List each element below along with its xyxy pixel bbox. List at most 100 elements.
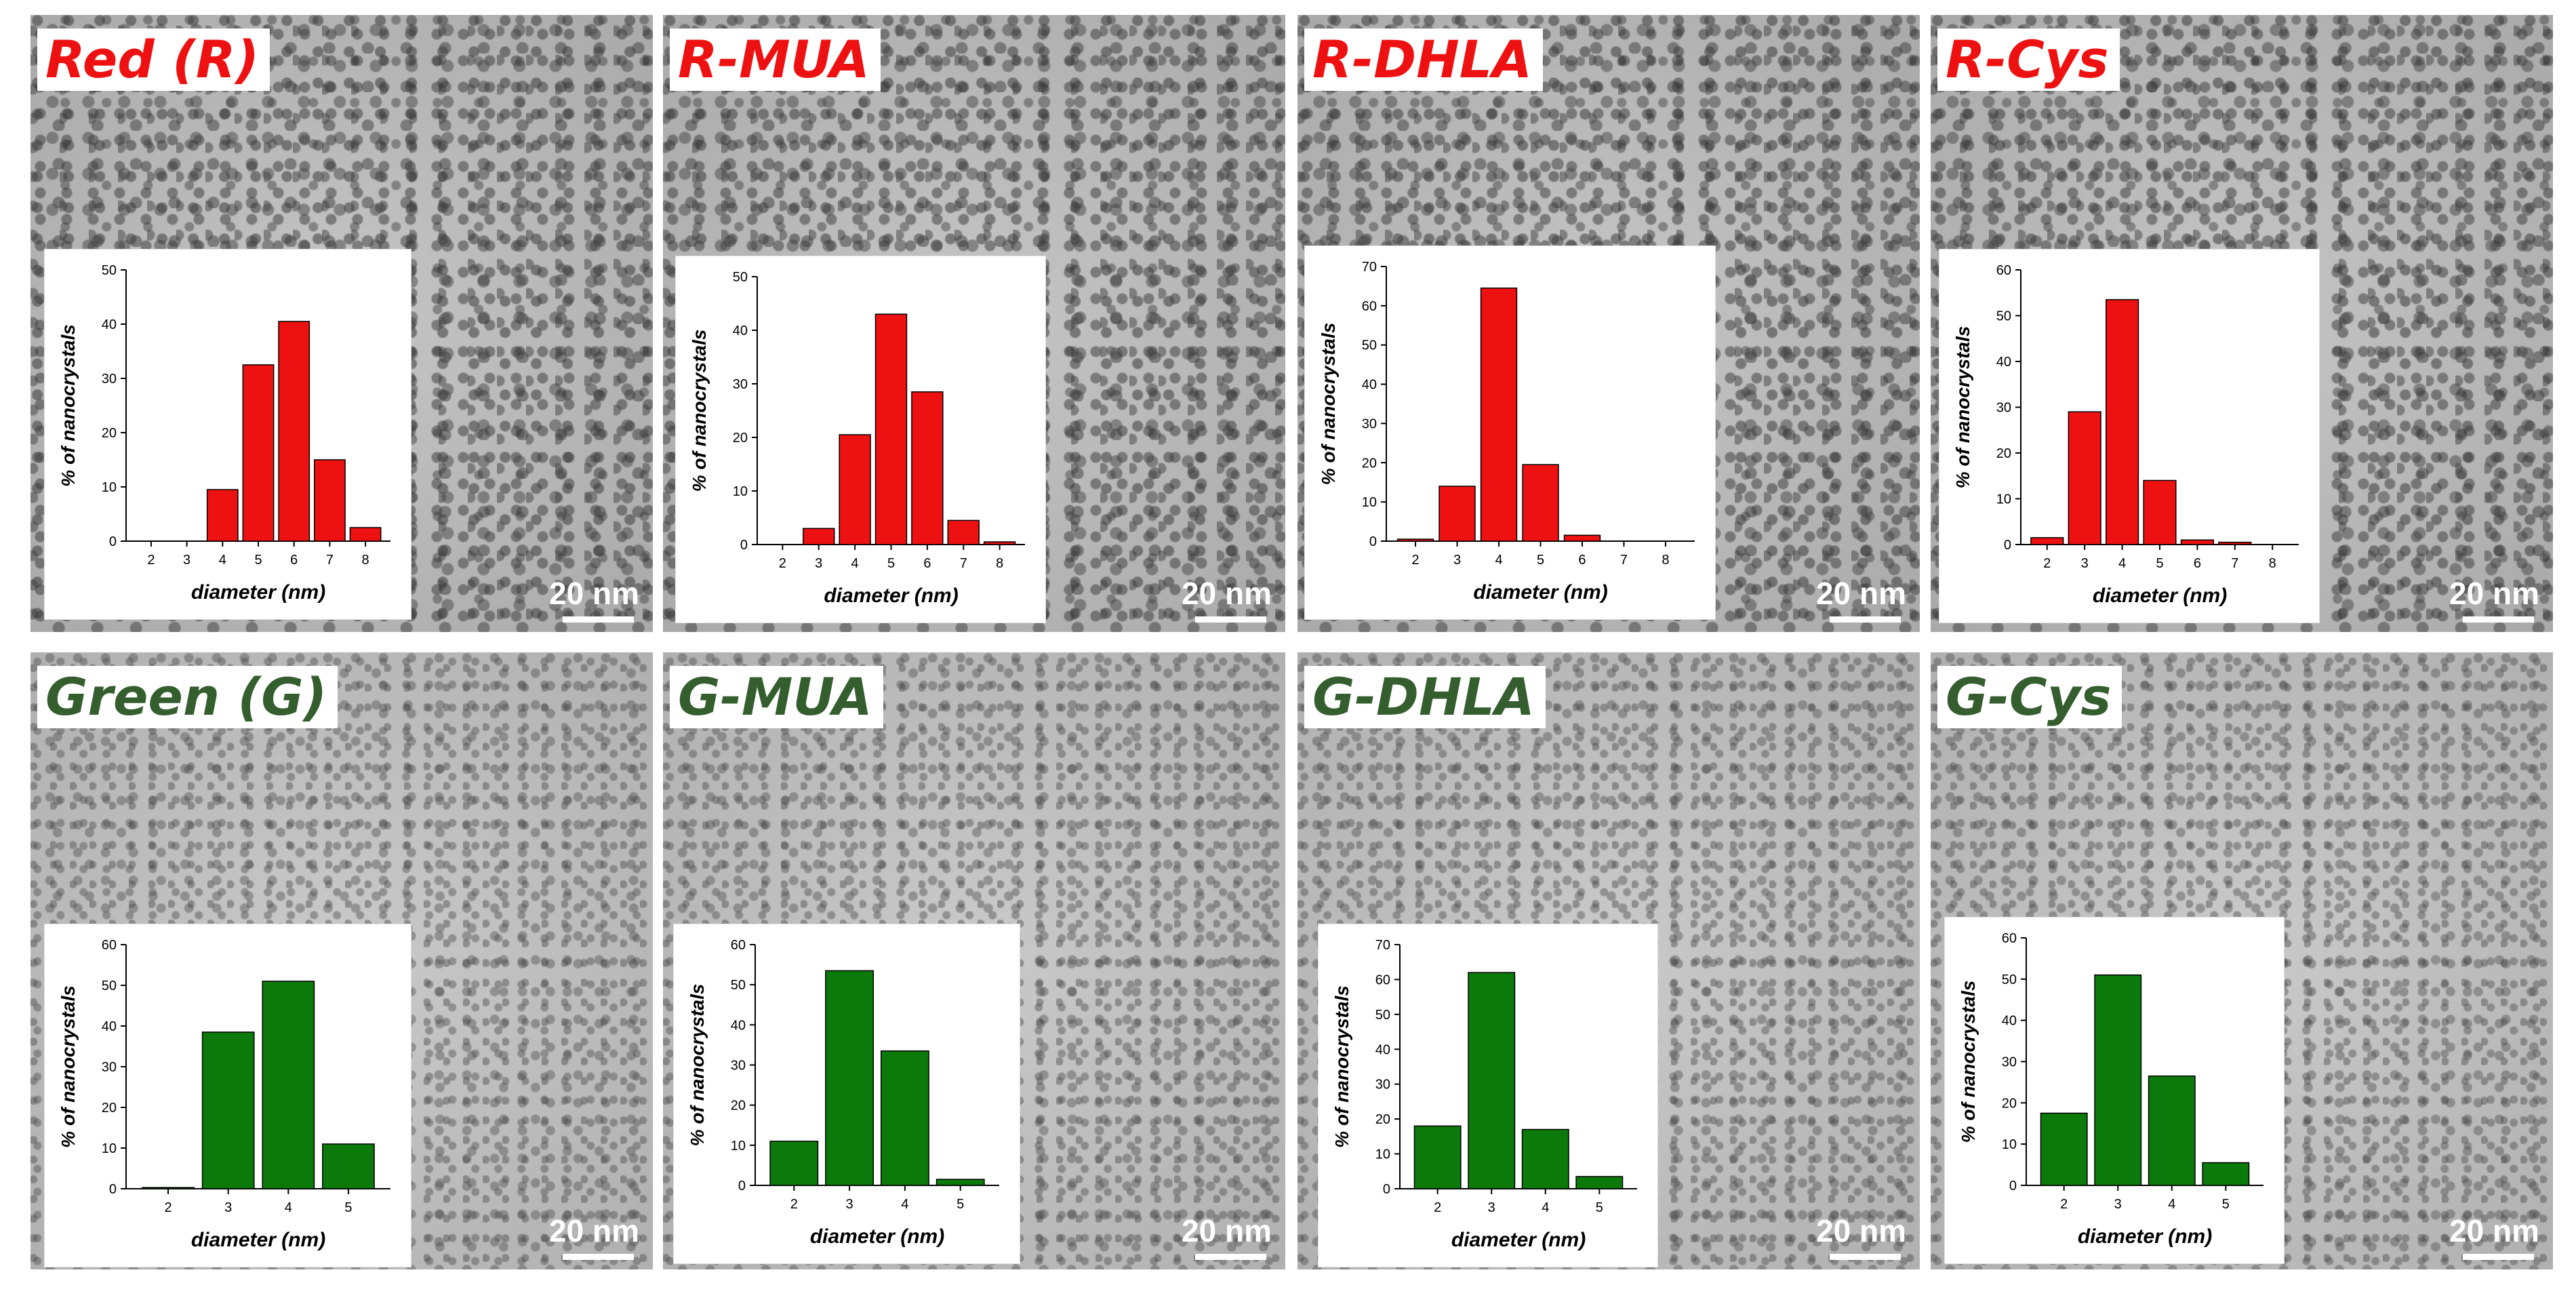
scale-bar [1195,616,1266,623]
y-tick-label: 10 [2002,1137,2017,1152]
y-tick-label: 10 [733,484,748,499]
histogram-chart: 0 10 20 30 40 50 60 2 3 4 5 diameter (nm) % of nanoc… [687,938,999,1248]
bar [2143,479,2177,545]
bar [206,489,239,542]
y-axis-label: % of nanocrystals [1952,326,1973,489]
bar [1521,1128,1569,1189]
panel-label: Red (R) [45,29,260,90]
y-axis-label: % of nanocrystals [1318,323,1339,486]
x-tick-label: 4 [285,1200,292,1215]
scale-bar-label: 20 nm [1182,1213,1272,1248]
y-tick-label: 70 [1362,260,1377,275]
y-tick-label: 0 [1383,1182,1390,1197]
y-tick-label: 10 [102,480,117,495]
histogram-chart: 0 10 20 30 40 50 60 70 2 3 4 5 6 7 8 diameter (nm) % of … [1318,260,1695,604]
bar [1575,1176,1624,1189]
scale-bar [563,1254,634,1260]
bar [349,527,382,542]
y-tick-label: 20 [1375,1112,1390,1127]
histogram-inset: 0 10 20 30 40 50 2 3 4 5 6 7 8 diameter (nm) % of nano… [675,256,1046,623]
bar [935,1179,985,1186]
histogram-inset: 0 10 20 30 40 50 2 3 4 5 6 7 8 diameter (nm) % of nano… [44,249,411,620]
x-tick-label: 4 [901,1197,908,1212]
bar [2030,537,2064,545]
histogram-chart: 0 10 20 30 40 50 60 2 3 4 5 diameter (nm) % of nanoc… [58,938,390,1251]
y-tick-label: 60 [2002,931,2017,946]
y-tick-label: 30 [102,372,117,387]
x-axis-label: diameter (nm) [810,1225,944,1248]
y-tick-label: 30 [2002,1055,2017,1070]
x-tick-label: 2 [164,1200,172,1215]
bar [880,1050,929,1186]
scale-bar [1195,1254,1266,1260]
x-tick-label: 5 [344,1200,352,1215]
tem-panel: R-Cys 0 10 20 30 40 50 60 2 3 4 5 6 7 8 diameter (nm) % … [1931,15,2553,632]
bar [803,528,835,545]
scale-bar-label: 20 nm [1816,576,1906,611]
x-tick-label: 2 [779,556,786,571]
tem-panel: G-Cys 0 10 20 30 40 50 60 2 3 4 5 diameter (nm) % of … [1931,652,2553,1269]
x-tick-label: 2 [147,553,155,568]
x-axis-label: diameter (nm) [1451,1229,1586,1251]
y-tick-label: 30 [102,1060,117,1075]
y-tick-label: 10 [731,1139,746,1153]
histogram-inset: 0 10 20 30 40 50 60 70 2 3 4 5 6 7 8 diameter (nm) % of … [1304,245,1716,620]
x-axis-label: diameter (nm) [2078,1225,2212,1248]
bar [769,1141,819,1186]
y-tick-label: 50 [2002,972,2017,987]
x-tick-label: 5 [1537,553,1544,568]
x-tick-label: 8 [362,553,369,568]
bar [1563,534,1601,542]
bar [2148,1076,2196,1186]
x-axis-label: diameter (nm) [191,1229,325,1251]
x-tick-label: 6 [2194,556,2201,571]
bar [2202,1162,2250,1186]
y-tick-label: 20 [102,426,117,441]
y-tick-label: 0 [2004,538,2011,553]
y-tick-label: 50 [733,270,748,285]
y-tick-label: 10 [1362,495,1377,510]
panel-label-box: R-Cys [1937,28,2120,91]
tem-panel: Red (R) 0 10 20 30 40 50 2 3 4 5 6 7 8 diameter (nm) % … [31,15,653,632]
tem-panel: G-MUA 0 10 20 30 40 50 60 2 3 4 5 diameter (nm) % of … [663,652,1285,1269]
y-tick-label: 60 [731,938,746,953]
x-tick-label: 2 [2060,1197,2068,1212]
bar [2094,974,2142,1186]
histogram-inset: 0 10 20 30 40 50 60 2 3 4 5 diameter (nm) % of nanoc… [44,924,411,1267]
scale-bar-label: 20 nm [2449,576,2539,611]
scale-bar [2463,616,2534,623]
y-tick-label: 30 [1362,416,1377,431]
y-tick-label: 30 [1375,1078,1390,1092]
bar [2106,299,2139,545]
bar [947,519,980,545]
y-axis-label: % of nanocrystals [58,324,79,487]
y-tick-label: 0 [109,1182,117,1197]
panel-label: Green (G) [45,667,327,727]
x-tick-label: 5 [254,553,262,568]
x-tick-label: 2 [2043,556,2051,571]
y-axis-label: % of nanocrystals [58,985,79,1148]
panel-label: G-MUA [678,667,872,727]
bar [1480,288,1518,542]
scale-bar [563,616,634,623]
y-tick-label: 40 [1996,355,2011,370]
panel-label-box: Green (G) [37,666,338,728]
y-axis-label: % of nanocrystals [1331,985,1352,1148]
y-tick-label: 40 [1362,378,1377,393]
x-tick-label: 7 [326,553,334,568]
panel-label-box: R-DHLA [1304,28,1544,91]
scale-bar-label: 20 nm [1182,576,1272,611]
y-tick-label: 20 [102,1101,117,1116]
scale-bar-label: 20 nm [2449,1213,2539,1248]
x-tick-label: 4 [2118,556,2126,571]
y-tick-label: 0 [1369,534,1377,549]
scale-bar-label: 20 nm [549,1213,639,1248]
y-axis-label: % of nanocrystals [687,984,708,1147]
bar [242,364,275,542]
y-tick-label: 60 [1375,972,1390,987]
x-axis-label: diameter (nm) [1473,581,1607,604]
bar [278,321,310,542]
y-tick-label: 60 [1362,299,1377,314]
scale-bar [1830,616,1901,623]
